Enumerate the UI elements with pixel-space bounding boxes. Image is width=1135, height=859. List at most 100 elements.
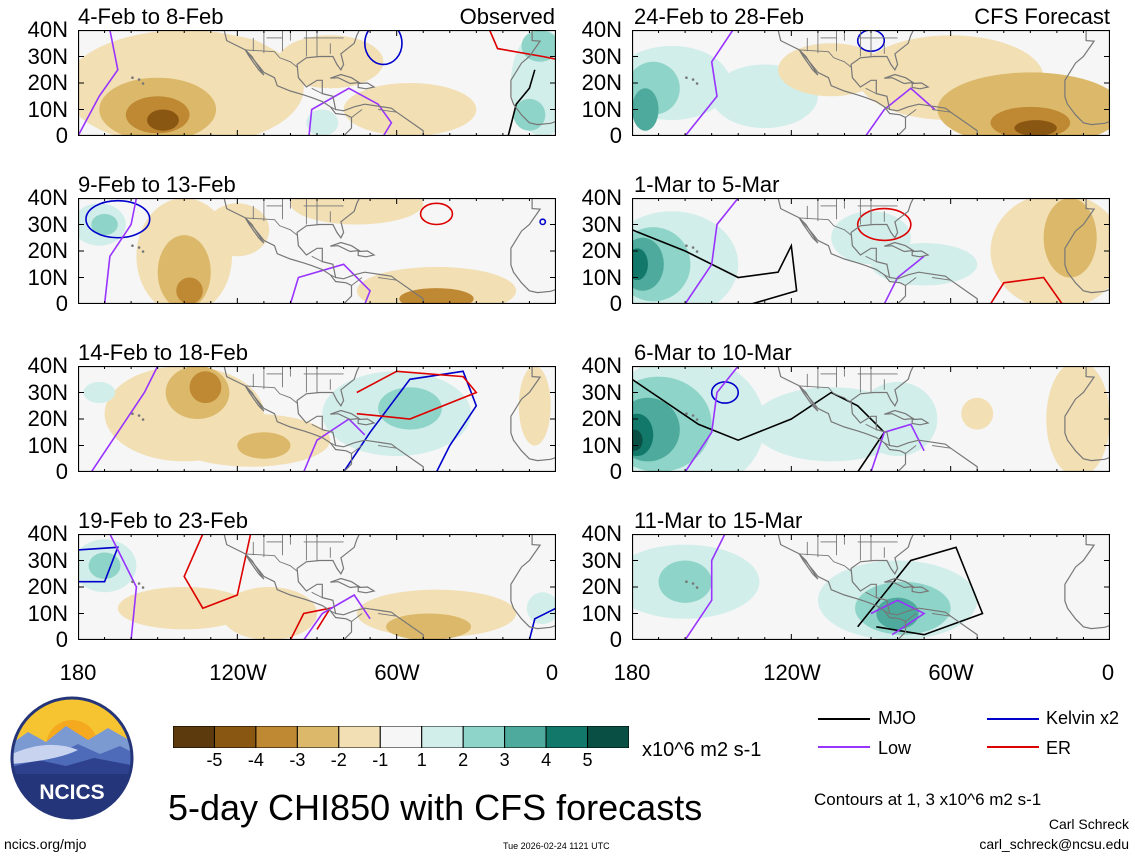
coastline: [884, 409, 915, 421]
border: [351, 445, 363, 454]
y-tick-label: 40N: [581, 521, 622, 546]
y-tick-label: 20N: [581, 238, 622, 263]
y-tick-label: 0: [55, 123, 68, 148]
border: [884, 106, 890, 110]
period-title: 6-Mar to 10-Mar: [634, 340, 792, 365]
border: [351, 277, 363, 286]
period-title: 11-Mar to 15-Mar: [634, 508, 803, 533]
border: [884, 274, 890, 278]
coastline: [330, 241, 361, 253]
anomaly-shading: [378, 387, 442, 430]
colorbar-bin: [379, 726, 423, 748]
coastline: [223, 534, 424, 640]
legend-kelvin-label: Kelvin x2: [1046, 708, 1120, 728]
forecast-map-panel: [632, 30, 1110, 136]
map-frame: [632, 366, 1110, 472]
border: [330, 610, 336, 614]
land: [685, 30, 1110, 136]
y-tick-label: 10N: [581, 96, 622, 122]
er-contour: [289, 607, 332, 640]
legend-low-label: Low: [878, 738, 912, 758]
low-contour: [684, 198, 739, 304]
colorbar-tick-label: -3: [289, 750, 306, 770]
colorbar-tick-label: 1: [416, 750, 427, 770]
coastline: [244, 385, 265, 412]
coastline: [357, 586, 376, 594]
coastline: [510, 198, 556, 294]
border: [932, 277, 951, 281]
mjo-contour: [632, 378, 886, 472]
border: [330, 442, 336, 446]
er-contour: [419, 202, 454, 226]
island: [131, 412, 134, 415]
y-tick-label: 0: [609, 123, 622, 148]
low-contour: [865, 87, 936, 136]
coastline: [244, 553, 265, 580]
anomaly-shading: [237, 432, 291, 459]
colorbar-bin: [213, 726, 257, 748]
island: [137, 414, 141, 417]
er-contour: [989, 276, 1063, 304]
border: [932, 445, 951, 449]
map-frame: [78, 366, 556, 472]
y-tick-label: 40N: [581, 185, 622, 210]
border: [311, 591, 323, 599]
island: [685, 76, 688, 79]
colorbar-tick-label: 5: [582, 750, 593, 770]
island: [695, 250, 699, 253]
colorbar-tick-label: -5: [206, 750, 223, 770]
anomaly-shading: [170, 35, 278, 89]
y-tick-label: 30N: [581, 211, 622, 237]
colorbar-tick-label: 2: [458, 750, 469, 770]
y-tick-label: 30N: [27, 43, 68, 69]
anomaly-shading: [189, 371, 222, 404]
map-frame: [78, 534, 556, 640]
coastline: [777, 198, 978, 304]
y-tick-label: 10N: [27, 600, 68, 626]
map-frame: [632, 30, 1110, 136]
island: [695, 586, 699, 589]
island: [141, 250, 145, 253]
border: [330, 274, 336, 278]
coastline: [911, 250, 930, 258]
anomaly-shading: [343, 83, 477, 136]
kelvin-contour: [342, 370, 478, 472]
legend-er-label: ER: [1046, 738, 1072, 758]
x-tick-label: 0: [545, 660, 559, 685]
island: [691, 78, 695, 81]
y-tick-label: 20N: [27, 70, 68, 95]
colorbar-bin: [421, 726, 464, 748]
period-title: 14-Feb to 18-Feb: [78, 340, 248, 365]
coastline: [330, 409, 361, 421]
land: [685, 534, 1110, 640]
coastline: [1064, 30, 1110, 126]
border: [378, 109, 397, 113]
y-tick-label: 40N: [581, 353, 622, 378]
border: [378, 445, 397, 449]
kelvin-contour: [85, 199, 151, 239]
colorbar-tick-label: -4: [247, 750, 264, 770]
low-contour: [684, 30, 734, 136]
y-tick-label: 10N: [27, 96, 68, 122]
kelvin-contour: [539, 218, 547, 226]
colorbar-bin: [255, 726, 298, 748]
x-tick-label: 60W: [928, 660, 974, 685]
y-tick-label: 10N: [27, 264, 68, 290]
coastline: [223, 198, 424, 304]
anomaly-shading: [526, 592, 556, 625]
y-tick-label: 30N: [27, 211, 68, 237]
border: [799, 49, 852, 68]
period-title: 24-Feb to 28-Feb: [634, 4, 804, 29]
island: [137, 246, 141, 249]
mjo-contour: [632, 229, 798, 304]
period-title: 19-Feb to 23-Feb: [78, 508, 248, 533]
border: [799, 217, 852, 236]
y-tick-label: 20N: [581, 406, 622, 431]
low-contour: [78, 30, 119, 136]
y-tick-label: 0: [609, 459, 622, 484]
coastline: [777, 366, 978, 472]
low-contour: [90, 366, 159, 472]
border: [865, 87, 877, 95]
coastline: [244, 217, 265, 244]
border: [311, 255, 323, 263]
